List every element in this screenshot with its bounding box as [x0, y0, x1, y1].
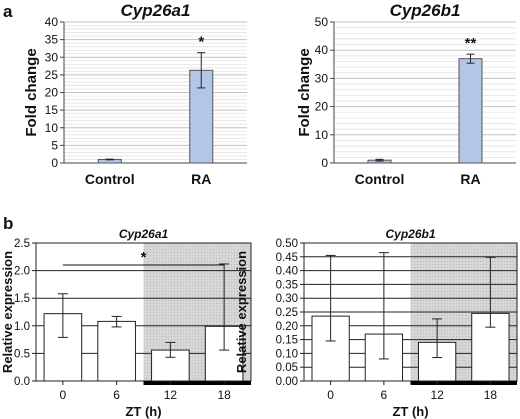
y-tick-label: 0 [321, 156, 328, 170]
bar [97, 320, 136, 382]
panel-label-a: a [3, 2, 13, 21]
panel-label-b: b [3, 214, 13, 233]
y-tick-label: 0.0 [14, 376, 30, 388]
significance-marker: * [198, 34, 204, 51]
y-tick-label: 0.15 [276, 335, 298, 347]
x-tick-label: RA [460, 171, 480, 187]
y-tick-label: 1.0 [14, 321, 30, 333]
y-tick-label: 2.5 [14, 238, 30, 250]
significance-marker: ** [465, 35, 477, 52]
x-tick-label: 0 [60, 388, 67, 402]
y-tick-label: 35 [45, 33, 59, 47]
x-tick-label: 0 [327, 388, 334, 402]
y-tick-label: 0 [51, 156, 58, 170]
y-tick-label: 30 [45, 50, 59, 64]
x-tick-label: 6 [113, 388, 120, 402]
y-tick-label: 2.0 [14, 266, 30, 278]
x-tick-label: 18 [217, 388, 231, 402]
y-tick-label: 0.10 [276, 348, 298, 360]
bar [458, 58, 483, 164]
y-tick-label: 10 [315, 128, 329, 142]
significance-marker: * [141, 249, 147, 266]
y-tick-label: 0.30 [276, 293, 298, 305]
x-tick-label: 6 [381, 388, 388, 402]
y-tick-label: 0.25 [276, 307, 298, 319]
chart-cyp26b1-fold-change: 0 10 20 30 40 50 Control RA **Cyp26b1 Fold change [296, 1, 516, 187]
y-tick-label: 0.35 [276, 279, 298, 291]
y-tick-label: 40 [45, 15, 59, 29]
y-tick-label: 20 [315, 100, 329, 114]
y-axis-label: Relative expression [0, 251, 15, 373]
y-axis-label: Fold change [296, 48, 313, 136]
x-tick-label: 12 [430, 388, 444, 402]
y-axis-label: Relative expression [234, 251, 249, 373]
y-axis-label: Fold change [23, 48, 40, 136]
y-tick-label: 25 [45, 68, 59, 82]
y-tick-label: 0.00 [276, 376, 298, 388]
y-tick-label: 0.40 [276, 266, 298, 278]
chart-cyp26a1-fold-change: 0 5 10 15 20 25 30 35 40 Control RA * Cyp26a1 Fold ch… [23, 1, 247, 187]
x-tick-label: 12 [164, 388, 178, 402]
chart-cyp26b1-relative-expression: 0.00 0.05 0.100.15 0.20 0.25 0.30 0.350.40 0.45… [234, 227, 518, 419]
x-axis-label: ZT (h) [392, 404, 428, 419]
chart-cyp26a1-relative-expression: 0.0 0.5 1.0 1.5 2.0 2.5 0 6 12 18 * Cyp26a1 ZT (h) Re… [0, 227, 252, 419]
y-tick-label: 0.20 [276, 321, 298, 333]
y-tick-label: 15 [45, 103, 59, 117]
y-tick-label: 40 [315, 43, 329, 57]
y-tick-label: 0.05 [276, 362, 298, 374]
y-tick-label: 0.45 [276, 252, 298, 264]
y-tick-label: 20 [45, 86, 59, 100]
chart-title: Cyp26a1 [121, 1, 191, 20]
y-tick-label: 0.50 [276, 238, 298, 250]
y-tick-label: 5 [51, 138, 58, 152]
y-tick-label: 1.5 [14, 293, 30, 305]
x-axis-label: ZT (h) [125, 404, 161, 419]
chart-title: Cyp26b1 [390, 1, 461, 20]
y-tick-label: 10 [45, 121, 59, 135]
chart-title: Cyp26a1 [119, 227, 169, 241]
x-tick-label: Control [355, 171, 405, 187]
y-tick-label: 0.5 [14, 348, 30, 360]
chart-title: Cyp26b1 [385, 227, 435, 241]
x-tick-label: 18 [484, 388, 498, 402]
y-tick-label: 30 [315, 71, 329, 85]
x-tick-label: RA [191, 171, 211, 187]
x-tick-label: Control [85, 171, 135, 187]
y-tick-label: 50 [315, 15, 329, 29]
